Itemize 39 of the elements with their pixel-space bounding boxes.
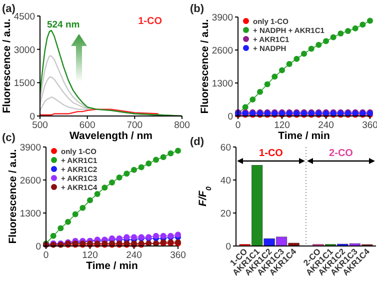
y-tick-label: 3900 bbox=[20, 142, 41, 154]
x-tick-label: 360 bbox=[170, 250, 186, 261]
y-tick-label: 0 bbox=[228, 112, 233, 122]
x-tick-label: 700 bbox=[126, 120, 143, 131]
y-tick-label: 1300 bbox=[20, 208, 41, 220]
x-tick-label: 240 bbox=[318, 120, 334, 131]
y-tick-label: 20 bbox=[220, 208, 231, 220]
annotation: 2-CO bbox=[329, 148, 354, 159]
y-tick-label: 0 bbox=[30, 112, 35, 122]
x-axis-title: Wavelength / nm bbox=[69, 130, 153, 142]
x-tick-label: 0 bbox=[43, 250, 49, 261]
x-tick-label: 500 bbox=[32, 120, 48, 131]
x-axis-title: Time / min bbox=[86, 260, 138, 272]
y-axis-title: Fluorescence / a.u. bbox=[1, 18, 13, 114]
annotation: 1-CO bbox=[138, 16, 162, 27]
y-tick-label: 3000 bbox=[14, 44, 35, 56]
y-tick-label: 4500 bbox=[14, 12, 35, 22]
text: (a) bbox=[2, 3, 16, 15]
y-tick-label: 2600 bbox=[212, 46, 233, 56]
y-tick-label: 2600 bbox=[20, 176, 41, 186]
y-tick-label: 1300 bbox=[212, 78, 233, 90]
x-tick-label: 800 bbox=[174, 120, 190, 131]
text: (b) bbox=[190, 3, 204, 15]
y-tick-label: 3900 bbox=[212, 12, 233, 24]
x-tick-label: 0 bbox=[235, 120, 241, 131]
text: (c) bbox=[2, 132, 16, 144]
x-tick-label: 120 bbox=[82, 250, 98, 261]
text: (d) bbox=[190, 136, 204, 148]
annotation: 1-CO bbox=[259, 148, 284, 159]
y-axis-title: Fluorescence / a.u. bbox=[199, 19, 211, 114]
annotation: 524 nm bbox=[46, 19, 80, 30]
y-tick-label: 60 bbox=[220, 142, 231, 154]
y-tick-label: 40 bbox=[220, 176, 231, 186]
x-tick-label: 600 bbox=[79, 120, 96, 131]
x-axis-title: Time / min bbox=[278, 130, 330, 142]
y-tick-label: 1500 bbox=[14, 78, 35, 90]
y-axis-title: Fluorescence / a.u. bbox=[7, 149, 19, 244]
x-tick-label: 120 bbox=[274, 120, 290, 131]
x-tick-label: 240 bbox=[126, 250, 142, 261]
